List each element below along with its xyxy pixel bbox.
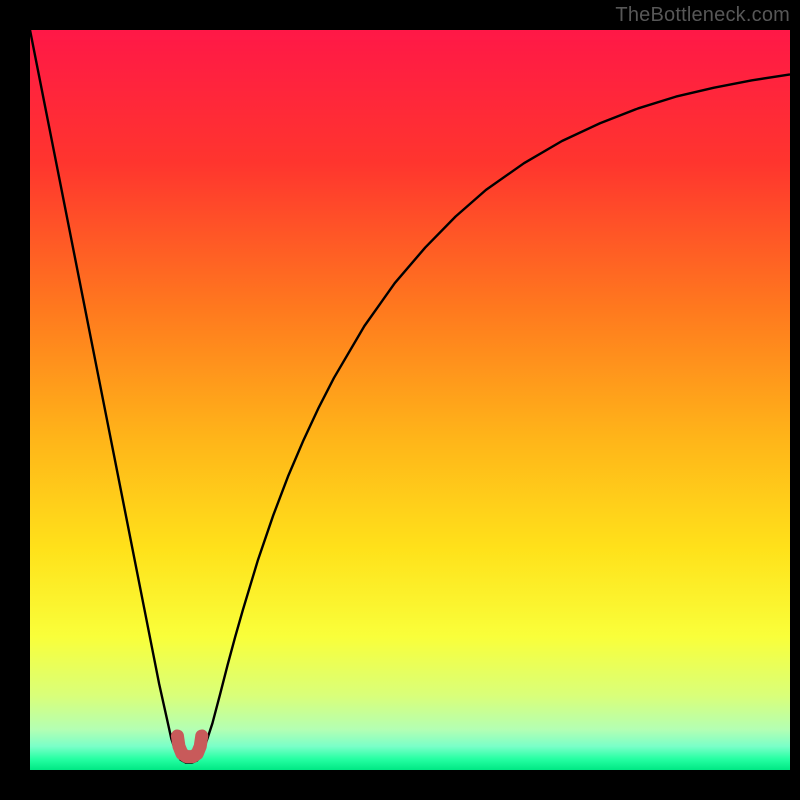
chart-container: TheBottleneck.com [0,0,800,800]
plot-gradient-background [30,30,790,770]
watermark-text: TheBottleneck.com [615,4,790,27]
bottleneck-chart-svg [0,0,800,800]
